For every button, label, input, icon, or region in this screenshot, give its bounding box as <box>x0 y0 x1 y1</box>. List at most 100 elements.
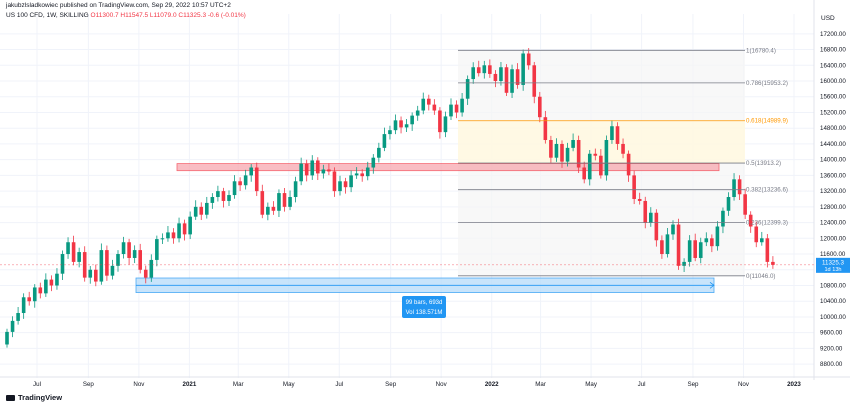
candle-body <box>277 193 281 211</box>
time-tick-label: May <box>585 381 598 388</box>
candle-body <box>49 279 54 286</box>
candle-body <box>726 197 731 211</box>
candle-body <box>354 173 359 176</box>
current-price-value: 11325.3 <box>822 259 844 266</box>
candle-body <box>199 206 204 215</box>
candle-body <box>604 140 609 176</box>
candle-body <box>499 67 503 82</box>
candle-body <box>665 234 670 255</box>
candle-body <box>227 195 231 201</box>
price-tick-label: 12400.00 <box>820 220 846 227</box>
candle-body <box>55 273 59 286</box>
candle-body <box>515 69 520 85</box>
symbol-name: US 100 CFD, 1W, SKILLING <box>6 12 89 19</box>
candle-body <box>693 240 697 258</box>
candle-body <box>615 126 620 144</box>
candle-body <box>654 212 659 241</box>
candle-body <box>427 98 431 105</box>
candle-body <box>121 242 126 255</box>
tradingview-logo-text: TradingView <box>18 393 63 402</box>
time-tick-label: Sep <box>385 381 397 388</box>
time-tick-label: 2023 <box>787 381 801 388</box>
fib-level-label: 0(11046.0) <box>746 273 775 280</box>
candle-body <box>216 191 220 198</box>
candle-body <box>288 197 292 207</box>
candle-body <box>327 169 331 172</box>
candle-body <box>382 134 387 148</box>
candle-body <box>10 320 15 332</box>
candles-layer[interactable] <box>5 48 775 348</box>
candle-body <box>449 104 453 117</box>
candle-body <box>443 116 448 133</box>
price-tick-label: 17200.00 <box>820 31 846 38</box>
candle-body <box>471 67 475 80</box>
candle-body <box>321 169 326 174</box>
candle-body <box>188 216 192 235</box>
time-tick-label: Nov <box>133 381 145 388</box>
candle-body <box>610 126 614 140</box>
candle-body <box>526 53 531 66</box>
candle-body <box>99 250 104 282</box>
candle-body <box>593 153 598 156</box>
candle-body <box>343 181 348 188</box>
price-tick-label: 12800.00 <box>820 204 846 211</box>
fib-level-label: 0.618(14989.9) <box>746 118 788 125</box>
fib-level-label: 0.236(12399.3) <box>746 220 788 227</box>
candle-body <box>282 193 287 207</box>
candle-body <box>549 140 553 158</box>
candle-body <box>637 198 642 201</box>
candle-body <box>310 160 315 176</box>
current-price-countdown: 1d 13h <box>824 267 841 273</box>
candle-body <box>460 98 464 113</box>
candle-body <box>304 163 309 176</box>
candle-body <box>38 287 43 294</box>
time-axis[interactable]: Jul Sep Nov 2021 Mar May Jul Sep Nov 2022 Mar May Ju… <box>0 376 850 388</box>
candle-body <box>71 242 76 262</box>
price-tick-label: 9200.00 <box>820 345 843 352</box>
candle-body <box>5 331 9 345</box>
candle-body <box>704 238 709 243</box>
candle-body <box>698 242 703 258</box>
candle-body <box>760 238 764 243</box>
candle-body <box>521 53 525 85</box>
candle-body <box>360 173 364 177</box>
candle-body <box>465 79 470 99</box>
price-tick-label: 14000.00 <box>820 157 846 164</box>
candle-body <box>721 210 725 227</box>
candle-body <box>587 153 592 180</box>
candle-body <box>349 175 353 188</box>
candle-body <box>44 279 48 294</box>
candle-body <box>21 297 26 314</box>
candle-body <box>582 167 586 180</box>
candle-body <box>110 265 115 276</box>
currency-label: USD <box>821 15 835 22</box>
candle-body <box>271 206 276 211</box>
candle-body <box>660 240 664 255</box>
candle-body <box>687 240 692 262</box>
candle-body <box>205 202 209 215</box>
candle-body <box>127 242 131 258</box>
time-tick-label: Nov <box>436 381 448 388</box>
fib-level-label: 0.5(13913.2) <box>746 160 781 167</box>
current-price-tag <box>816 257 850 273</box>
time-tick-label: 2022 <box>485 381 499 388</box>
price-axis[interactable]: 8800.00 9200.00 9600.00 10000.00 10400.00 108… <box>813 0 850 380</box>
range-info-text: Vol 138.571M <box>406 310 443 316</box>
tradingview-logo[interactable]: TradingView <box>6 393 62 402</box>
candle-body <box>332 171 337 192</box>
candle-body <box>576 140 581 168</box>
candle-body <box>421 98 426 111</box>
candle-body <box>138 250 142 270</box>
candle-body <box>510 69 514 93</box>
candle-body <box>166 232 170 239</box>
time-tick-label: Nov <box>738 381 750 388</box>
ohlc-values: O11300.7 H11547.5 L11079.0 C11325.3 -0.6… <box>90 12 246 19</box>
candle-body <box>371 157 376 168</box>
candle-body <box>710 238 714 247</box>
candle-body <box>432 104 437 111</box>
candle-body <box>771 261 775 265</box>
candle-body <box>554 143 559 158</box>
candle-body <box>132 250 137 258</box>
candle-body <box>476 67 481 74</box>
